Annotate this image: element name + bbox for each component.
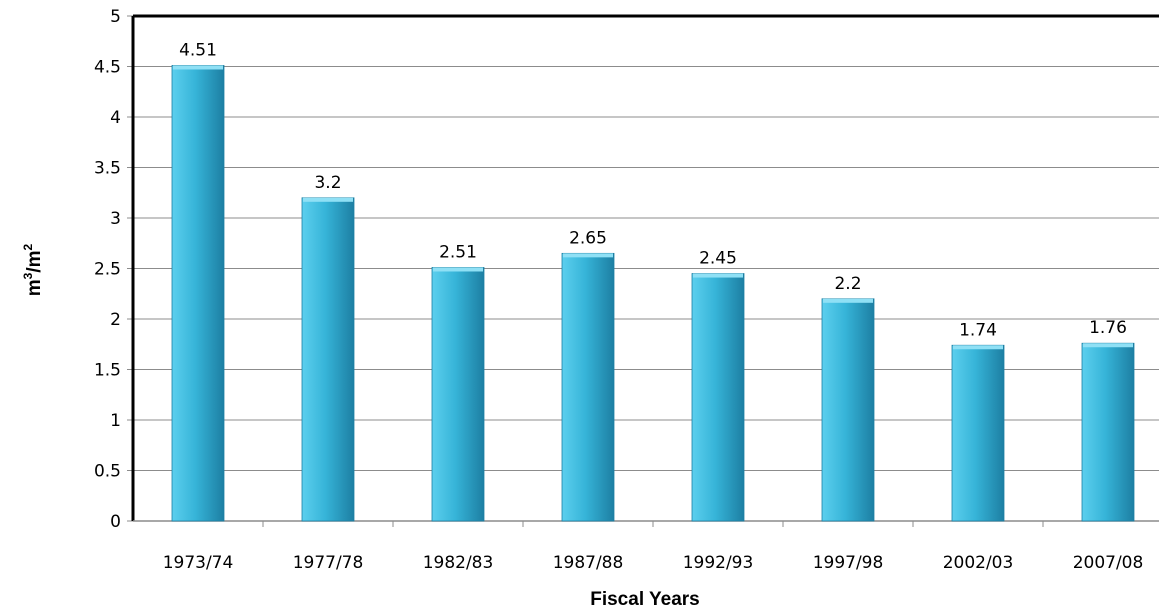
gridlines — [133, 66, 1159, 471]
y-axis-title-sup1: 3 — [21, 272, 35, 279]
bar — [431, 267, 485, 522]
bar-top-highlight — [433, 267, 483, 272]
bar — [561, 252, 615, 522]
bar — [821, 298, 875, 522]
y-tick-label: 0.5 — [94, 462, 121, 482]
data-label: 2.51 — [439, 242, 477, 262]
x-tick-label: 1982/83 — [423, 553, 494, 573]
x-tick-label: 2002/03 — [943, 553, 1014, 573]
x-tick-label: 1987/88 — [553, 553, 624, 573]
y-tick-label: 2.5 — [94, 260, 121, 280]
bar-top-highlight — [953, 345, 1003, 350]
y-tick-label: 4.5 — [94, 58, 121, 78]
data-label: 2.45 — [699, 249, 737, 269]
bar-top-highlight — [693, 273, 743, 278]
y-tick-labels: 0 0.5 1 1.5 2 2.5 3 3.5 4 4.5 5 — [94, 7, 121, 532]
data-label: 1.76 — [1089, 318, 1127, 338]
bar — [951, 344, 1005, 522]
data-label: 2.2 — [834, 274, 861, 294]
bar-top-highlight — [563, 253, 613, 258]
y-tick-label: 1 — [110, 411, 121, 431]
x-tick-label: 1997/98 — [813, 553, 884, 573]
data-labels: 4.51 3.2 2.51 2.65 2.45 2.2 1.74 1.76 — [179, 40, 1127, 340]
bar — [1081, 342, 1135, 522]
y-axis-title: m3/m2 — [21, 243, 45, 296]
y-tick-label: 0 — [110, 512, 121, 532]
x-axis-title: Fiscal Years — [590, 589, 700, 610]
y-tick-label: 5 — [110, 7, 121, 27]
bar — [171, 65, 225, 522]
x-tick-label: 1973/74 — [163, 553, 234, 573]
data-label: 4.51 — [179, 40, 217, 60]
bar-top-highlight — [173, 65, 223, 70]
data-label: 2.65 — [569, 228, 607, 248]
data-label: 1.74 — [959, 320, 997, 340]
y-tick-label: 4 — [110, 108, 121, 128]
bar-top-highlight — [823, 298, 873, 303]
y-tick-label: 1.5 — [94, 361, 121, 381]
y-axis-title-base: m — [24, 279, 45, 296]
bar-top-highlight — [303, 197, 353, 202]
x-tick-label: 1992/93 — [683, 553, 754, 573]
data-label: 3.2 — [314, 173, 341, 193]
x-tick-labels: 1973/74 1977/78 1982/83 1987/88 1992/93 1997/… — [163, 553, 1144, 573]
bars — [171, 65, 1135, 522]
y-tick-label: 3 — [110, 209, 121, 229]
y-tick-label: 3.5 — [94, 159, 121, 179]
bar — [691, 273, 745, 522]
y-axis-title-mid: /m — [24, 250, 45, 272]
x-tick-label: 1977/78 — [293, 553, 364, 573]
y-axis-title-sup2: 2 — [21, 243, 35, 250]
bar — [301, 197, 355, 522]
x-tick-label: 2007/08 — [1073, 553, 1144, 573]
y-tick-label: 2 — [110, 310, 121, 330]
bar-top-highlight — [1083, 343, 1133, 348]
